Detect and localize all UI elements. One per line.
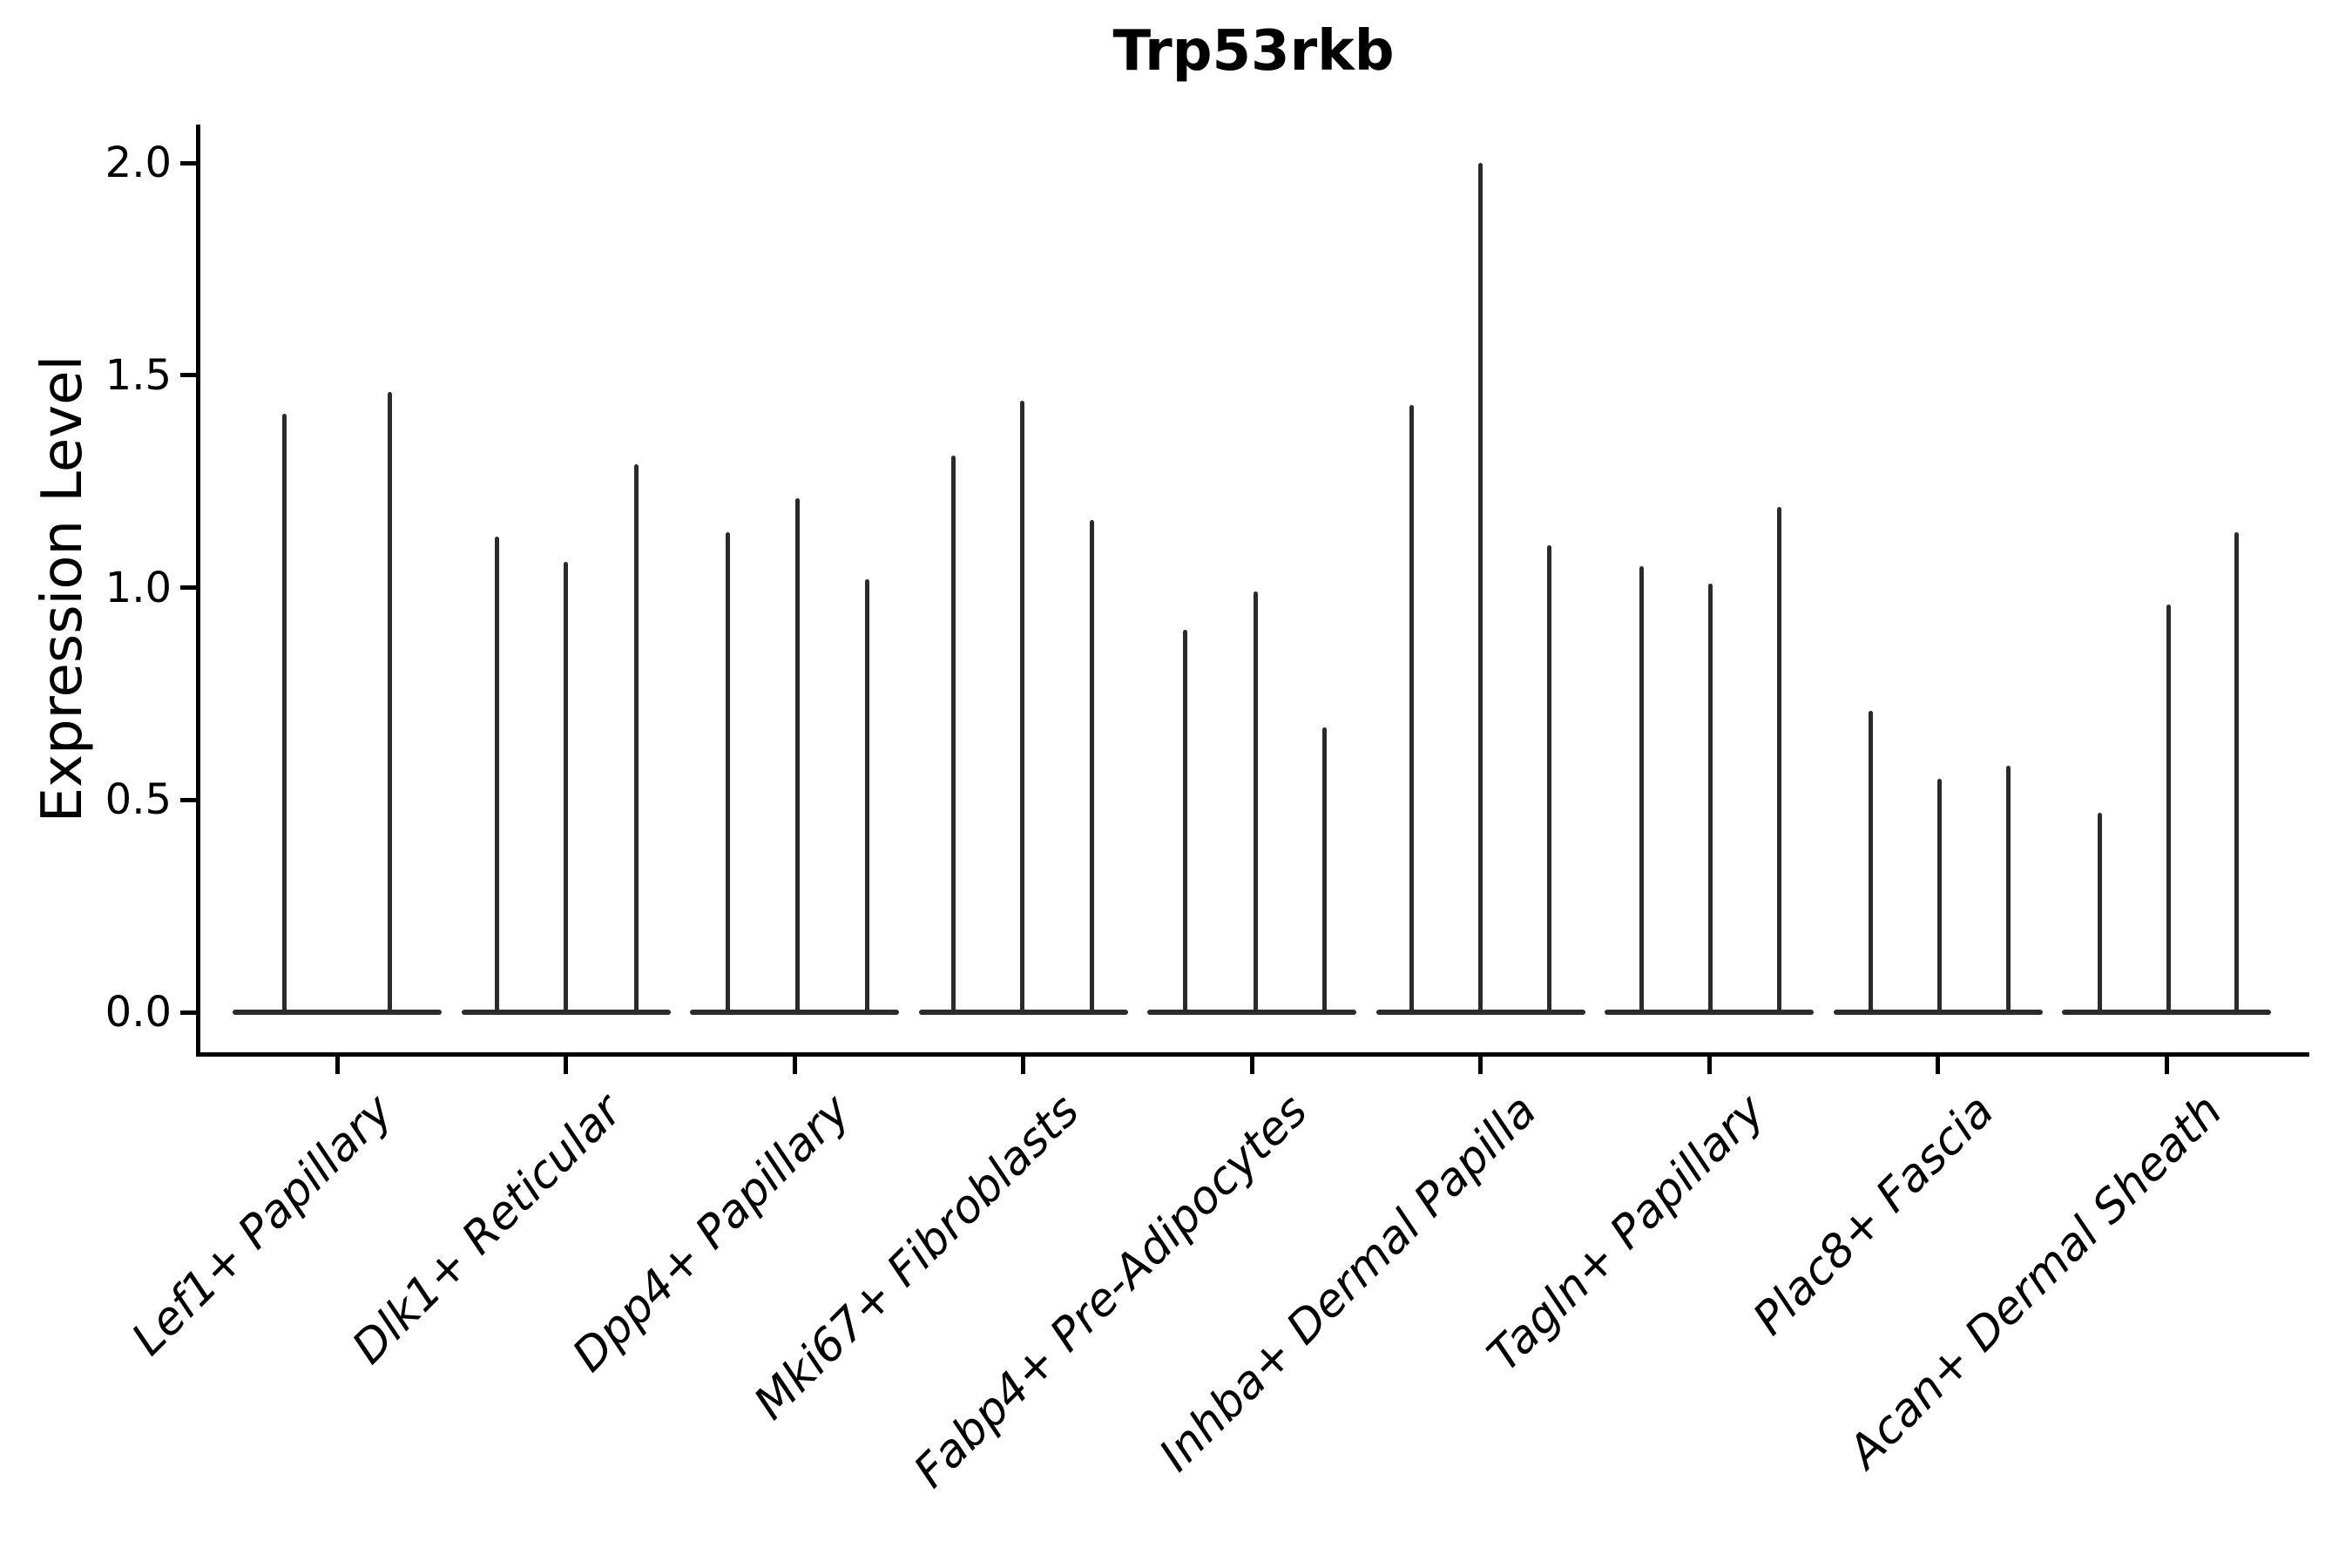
violin-spike bbox=[1547, 544, 1551, 1012]
violin-base bbox=[918, 1010, 1128, 1015]
y-tick-label: 1.0 bbox=[105, 563, 172, 612]
y-tick-mark bbox=[180, 797, 196, 802]
violin-spike bbox=[281, 413, 287, 1012]
y-tick-label: 0.0 bbox=[105, 988, 172, 1037]
chart-title: Trp53rkb bbox=[1112, 19, 1395, 84]
violin-spike bbox=[1937, 778, 1942, 1012]
x-tick-mark bbox=[2164, 1057, 2169, 1074]
violin-spike bbox=[1639, 566, 1644, 1012]
violin-spike bbox=[2234, 532, 2239, 1012]
violin-spike bbox=[2166, 605, 2171, 1012]
y-tick-label: 1.5 bbox=[105, 350, 172, 400]
violin-spike bbox=[1409, 404, 1414, 1012]
violin-spike bbox=[951, 456, 956, 1012]
violin-spike bbox=[1707, 583, 1713, 1012]
violin-base bbox=[690, 1010, 899, 1015]
violin-base bbox=[1605, 1010, 1814, 1015]
violin-base bbox=[1147, 1010, 1356, 1015]
violin-spike bbox=[1869, 710, 1873, 1012]
x-tick-mark bbox=[1021, 1057, 1025, 1074]
violin-spike bbox=[2006, 766, 2011, 1012]
violin-spike bbox=[1020, 401, 1024, 1012]
violin-base bbox=[1833, 1010, 2043, 1015]
violin-spike bbox=[495, 537, 499, 1012]
violin-spike bbox=[1182, 630, 1187, 1012]
x-tick-label: Plac8+ Fascia bbox=[1742, 1085, 2004, 1346]
violin-spike bbox=[725, 532, 730, 1012]
y-tick-mark bbox=[180, 585, 196, 590]
violin-spike bbox=[864, 578, 869, 1012]
y-tick-label: 0.5 bbox=[105, 775, 172, 825]
violin-spike bbox=[2097, 812, 2102, 1012]
violin-spike bbox=[1253, 591, 1258, 1012]
y-tick-label: 2.0 bbox=[105, 139, 172, 187]
x-tick-label: Inhba+ Dermal Papilla bbox=[1149, 1085, 1547, 1482]
x-tick-mark bbox=[1707, 1057, 1712, 1074]
x-tick-mark bbox=[335, 1057, 340, 1074]
y-tick-mark bbox=[180, 373, 196, 378]
violin-spike bbox=[794, 498, 800, 1012]
violin-base bbox=[2062, 1010, 2271, 1015]
y-tick-mark bbox=[180, 160, 196, 166]
x-tick-mark bbox=[564, 1057, 568, 1074]
violin-spike bbox=[1321, 727, 1327, 1012]
x-tick-mark bbox=[792, 1057, 797, 1074]
x-tick-mark bbox=[1936, 1057, 1940, 1074]
violin-base bbox=[461, 1010, 671, 1015]
x-tick-label: Fabp4+ Pre-Adipocytes bbox=[904, 1085, 1318, 1498]
y-tick-mark bbox=[180, 1010, 196, 1015]
violin-spike bbox=[634, 464, 639, 1012]
violin-base bbox=[233, 1010, 442, 1015]
x-tick-mark bbox=[1478, 1057, 1483, 1074]
violin-base bbox=[1375, 1010, 1585, 1015]
violin-spike bbox=[1776, 506, 1781, 1012]
violin-spike bbox=[1090, 519, 1094, 1012]
x-axis-spine bbox=[196, 1052, 2309, 1057]
x-tick-label: Acan+ Dermal Sheath bbox=[1838, 1085, 2233, 1479]
violin-spike bbox=[564, 562, 568, 1012]
x-tick-mark bbox=[1249, 1057, 1254, 1074]
violin-spike bbox=[1478, 163, 1483, 1012]
violin-spike bbox=[387, 392, 392, 1012]
y-axis-spine bbox=[196, 125, 200, 1057]
